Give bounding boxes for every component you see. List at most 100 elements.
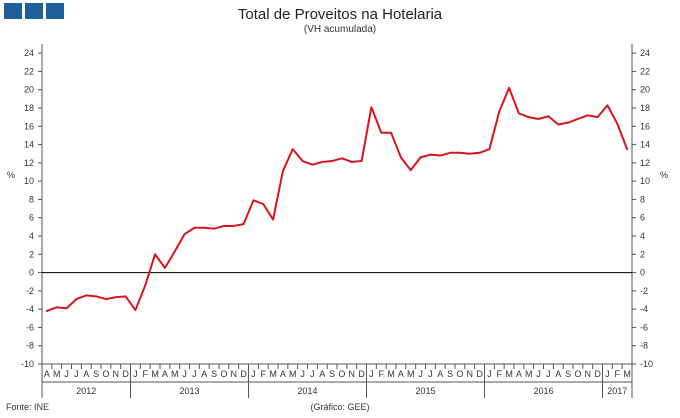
month-label: O <box>456 369 463 379</box>
month-label: A <box>280 369 286 379</box>
month-label: S <box>93 369 99 379</box>
month-label: M <box>387 369 395 379</box>
month-label: J <box>605 369 610 379</box>
chart-subtitle: (VH acumulada) <box>303 24 377 35</box>
month-label: A <box>83 369 89 379</box>
y-axis-label-left: % <box>7 170 15 180</box>
month-label: J <box>64 369 69 379</box>
chart-credit: (Gráfico: GEE) <box>310 402 370 412</box>
month-label: A <box>516 369 522 379</box>
y-tick-label-left: 6 <box>29 213 34 223</box>
y-tick-label-left: 14 <box>24 140 34 150</box>
y-tick-label-right: -6 <box>640 322 648 332</box>
logo-block <box>25 3 43 19</box>
month-label: D <box>476 369 483 379</box>
y-axis-label-right: % <box>660 170 668 180</box>
month-label: A <box>437 369 443 379</box>
month-label: A <box>162 369 168 379</box>
month-label: J <box>182 369 187 379</box>
month-label: M <box>151 369 159 379</box>
month-label: M <box>171 369 179 379</box>
chart-title: Total de Proveitos na Hotelaria <box>237 6 443 23</box>
month-label: N <box>349 369 356 379</box>
month-label: J <box>369 369 374 379</box>
month-label: J <box>251 369 256 379</box>
month-label: F <box>143 369 149 379</box>
month-label: J <box>536 369 541 379</box>
month-label: J <box>133 369 138 379</box>
logo-block <box>4 3 22 19</box>
y-tick-label-left: -2 <box>26 286 34 296</box>
month-label: A <box>44 369 50 379</box>
y-tick-label-right: -8 <box>640 341 648 351</box>
source-note: Fonte: INE <box>6 402 50 412</box>
y-tick-label-right: 14 <box>640 140 650 150</box>
year-label: 2017 <box>607 386 627 396</box>
month-label: M <box>505 369 513 379</box>
y-tick-label-right: -2 <box>640 286 648 296</box>
y-tick-label-left: 12 <box>24 158 34 168</box>
month-label: F <box>615 369 621 379</box>
y-tick-label-left: 0 <box>29 268 34 278</box>
y-tick-label-right: 12 <box>640 158 650 168</box>
month-label: F <box>379 369 385 379</box>
month-label: O <box>574 369 581 379</box>
y-tick-label-right: 8 <box>640 194 645 204</box>
month-label: J <box>310 369 315 379</box>
y-tick-label-left: 10 <box>24 176 34 186</box>
y-tick-label-right: 22 <box>640 66 650 76</box>
y-tick-label-left: 16 <box>24 121 34 131</box>
month-label: J <box>192 369 197 379</box>
y-tick-label-left: -6 <box>26 322 34 332</box>
month-label: S <box>447 369 453 379</box>
month-label: F <box>497 369 503 379</box>
y-tick-label-left: 2 <box>29 249 34 259</box>
year-label: 2013 <box>179 386 199 396</box>
month-label: N <box>467 369 474 379</box>
y-tick-label-left: 8 <box>29 194 34 204</box>
y-tick-label-left: 18 <box>24 103 34 113</box>
month-label: M <box>407 369 415 379</box>
y-tick-label-left: -4 <box>26 304 34 314</box>
y-tick-label-right: 2 <box>640 249 645 259</box>
y-tick-label-left: 22 <box>24 66 34 76</box>
month-label: N <box>231 369 238 379</box>
month-label: J <box>418 369 423 379</box>
year-label: 2015 <box>415 386 435 396</box>
month-label: O <box>102 369 109 379</box>
month-label: O <box>338 369 345 379</box>
y-tick-label-left: 20 <box>24 85 34 95</box>
month-label: A <box>555 369 561 379</box>
month-label: D <box>594 369 601 379</box>
month-label: M <box>623 369 631 379</box>
y-tick-label-right: -4 <box>640 304 648 314</box>
y-tick-label-right: 10 <box>640 176 650 186</box>
month-label: D <box>122 369 129 379</box>
year-label: 2014 <box>297 386 317 396</box>
month-label: J <box>546 369 551 379</box>
month-label: N <box>113 369 120 379</box>
y-tick-label-left: -10 <box>21 359 34 369</box>
month-label: S <box>565 369 571 379</box>
month-label: D <box>240 369 247 379</box>
month-label: M <box>289 369 297 379</box>
year-label: 2012 <box>76 386 96 396</box>
y-tick-label-left: 24 <box>24 48 34 58</box>
month-label: F <box>261 369 267 379</box>
ine-logo-icon <box>4 3 64 19</box>
month-label: N <box>585 369 592 379</box>
month-label: S <box>211 369 217 379</box>
y-tick-label-right: 20 <box>640 85 650 95</box>
month-label: J <box>428 369 433 379</box>
y-tick-label-left: 4 <box>29 231 34 241</box>
month-label: D <box>358 369 365 379</box>
y-tick-label-right: -10 <box>640 359 653 369</box>
y-tick-label-right: 0 <box>640 268 645 278</box>
y-tick-label-right: 6 <box>640 213 645 223</box>
month-label: S <box>329 369 335 379</box>
logo-block <box>46 3 64 19</box>
month-label: J <box>300 369 305 379</box>
y-tick-label-right: 16 <box>640 121 650 131</box>
y-tick-label-left: -8 <box>26 341 34 351</box>
